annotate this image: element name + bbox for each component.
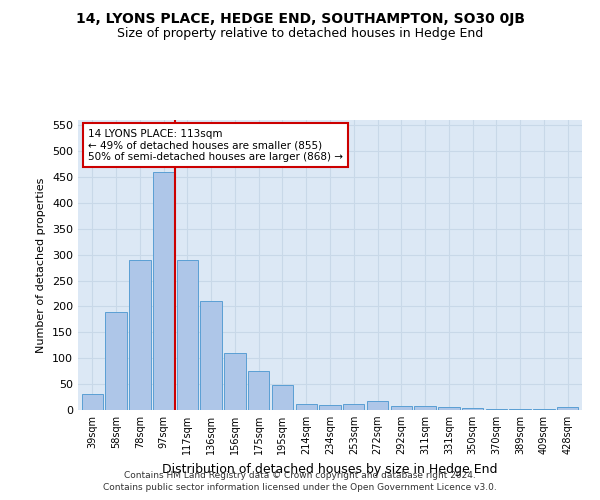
Bar bbox=[391, 406, 412, 410]
Y-axis label: Number of detached properties: Number of detached properties bbox=[37, 178, 46, 352]
Text: Contains HM Land Registry data © Crown copyright and database right 2024.: Contains HM Land Registry data © Crown c… bbox=[124, 471, 476, 480]
Bar bbox=[82, 394, 103, 410]
Bar bbox=[557, 408, 578, 410]
Bar bbox=[272, 385, 293, 410]
X-axis label: Distribution of detached houses by size in Hedge End: Distribution of detached houses by size … bbox=[162, 462, 498, 475]
Bar bbox=[200, 301, 222, 410]
Bar bbox=[129, 260, 151, 410]
Bar bbox=[106, 312, 127, 410]
Text: 14 LYONS PLACE: 113sqm
← 49% of detached houses are smaller (855)
50% of semi-de: 14 LYONS PLACE: 113sqm ← 49% of detached… bbox=[88, 128, 343, 162]
Text: 14, LYONS PLACE, HEDGE END, SOUTHAMPTON, SO30 0JB: 14, LYONS PLACE, HEDGE END, SOUTHAMPTON,… bbox=[76, 12, 524, 26]
Text: Contains public sector information licensed under the Open Government Licence v3: Contains public sector information licen… bbox=[103, 484, 497, 492]
Bar bbox=[224, 353, 245, 410]
Bar bbox=[319, 405, 341, 410]
Bar bbox=[462, 408, 484, 410]
Bar bbox=[176, 260, 198, 410]
Bar bbox=[415, 406, 436, 410]
Bar bbox=[248, 371, 269, 410]
Bar bbox=[343, 404, 364, 410]
Bar bbox=[438, 408, 460, 410]
Text: Size of property relative to detached houses in Hedge End: Size of property relative to detached ho… bbox=[117, 28, 483, 40]
Bar bbox=[296, 404, 317, 410]
Bar bbox=[367, 400, 388, 410]
Bar bbox=[153, 172, 174, 410]
